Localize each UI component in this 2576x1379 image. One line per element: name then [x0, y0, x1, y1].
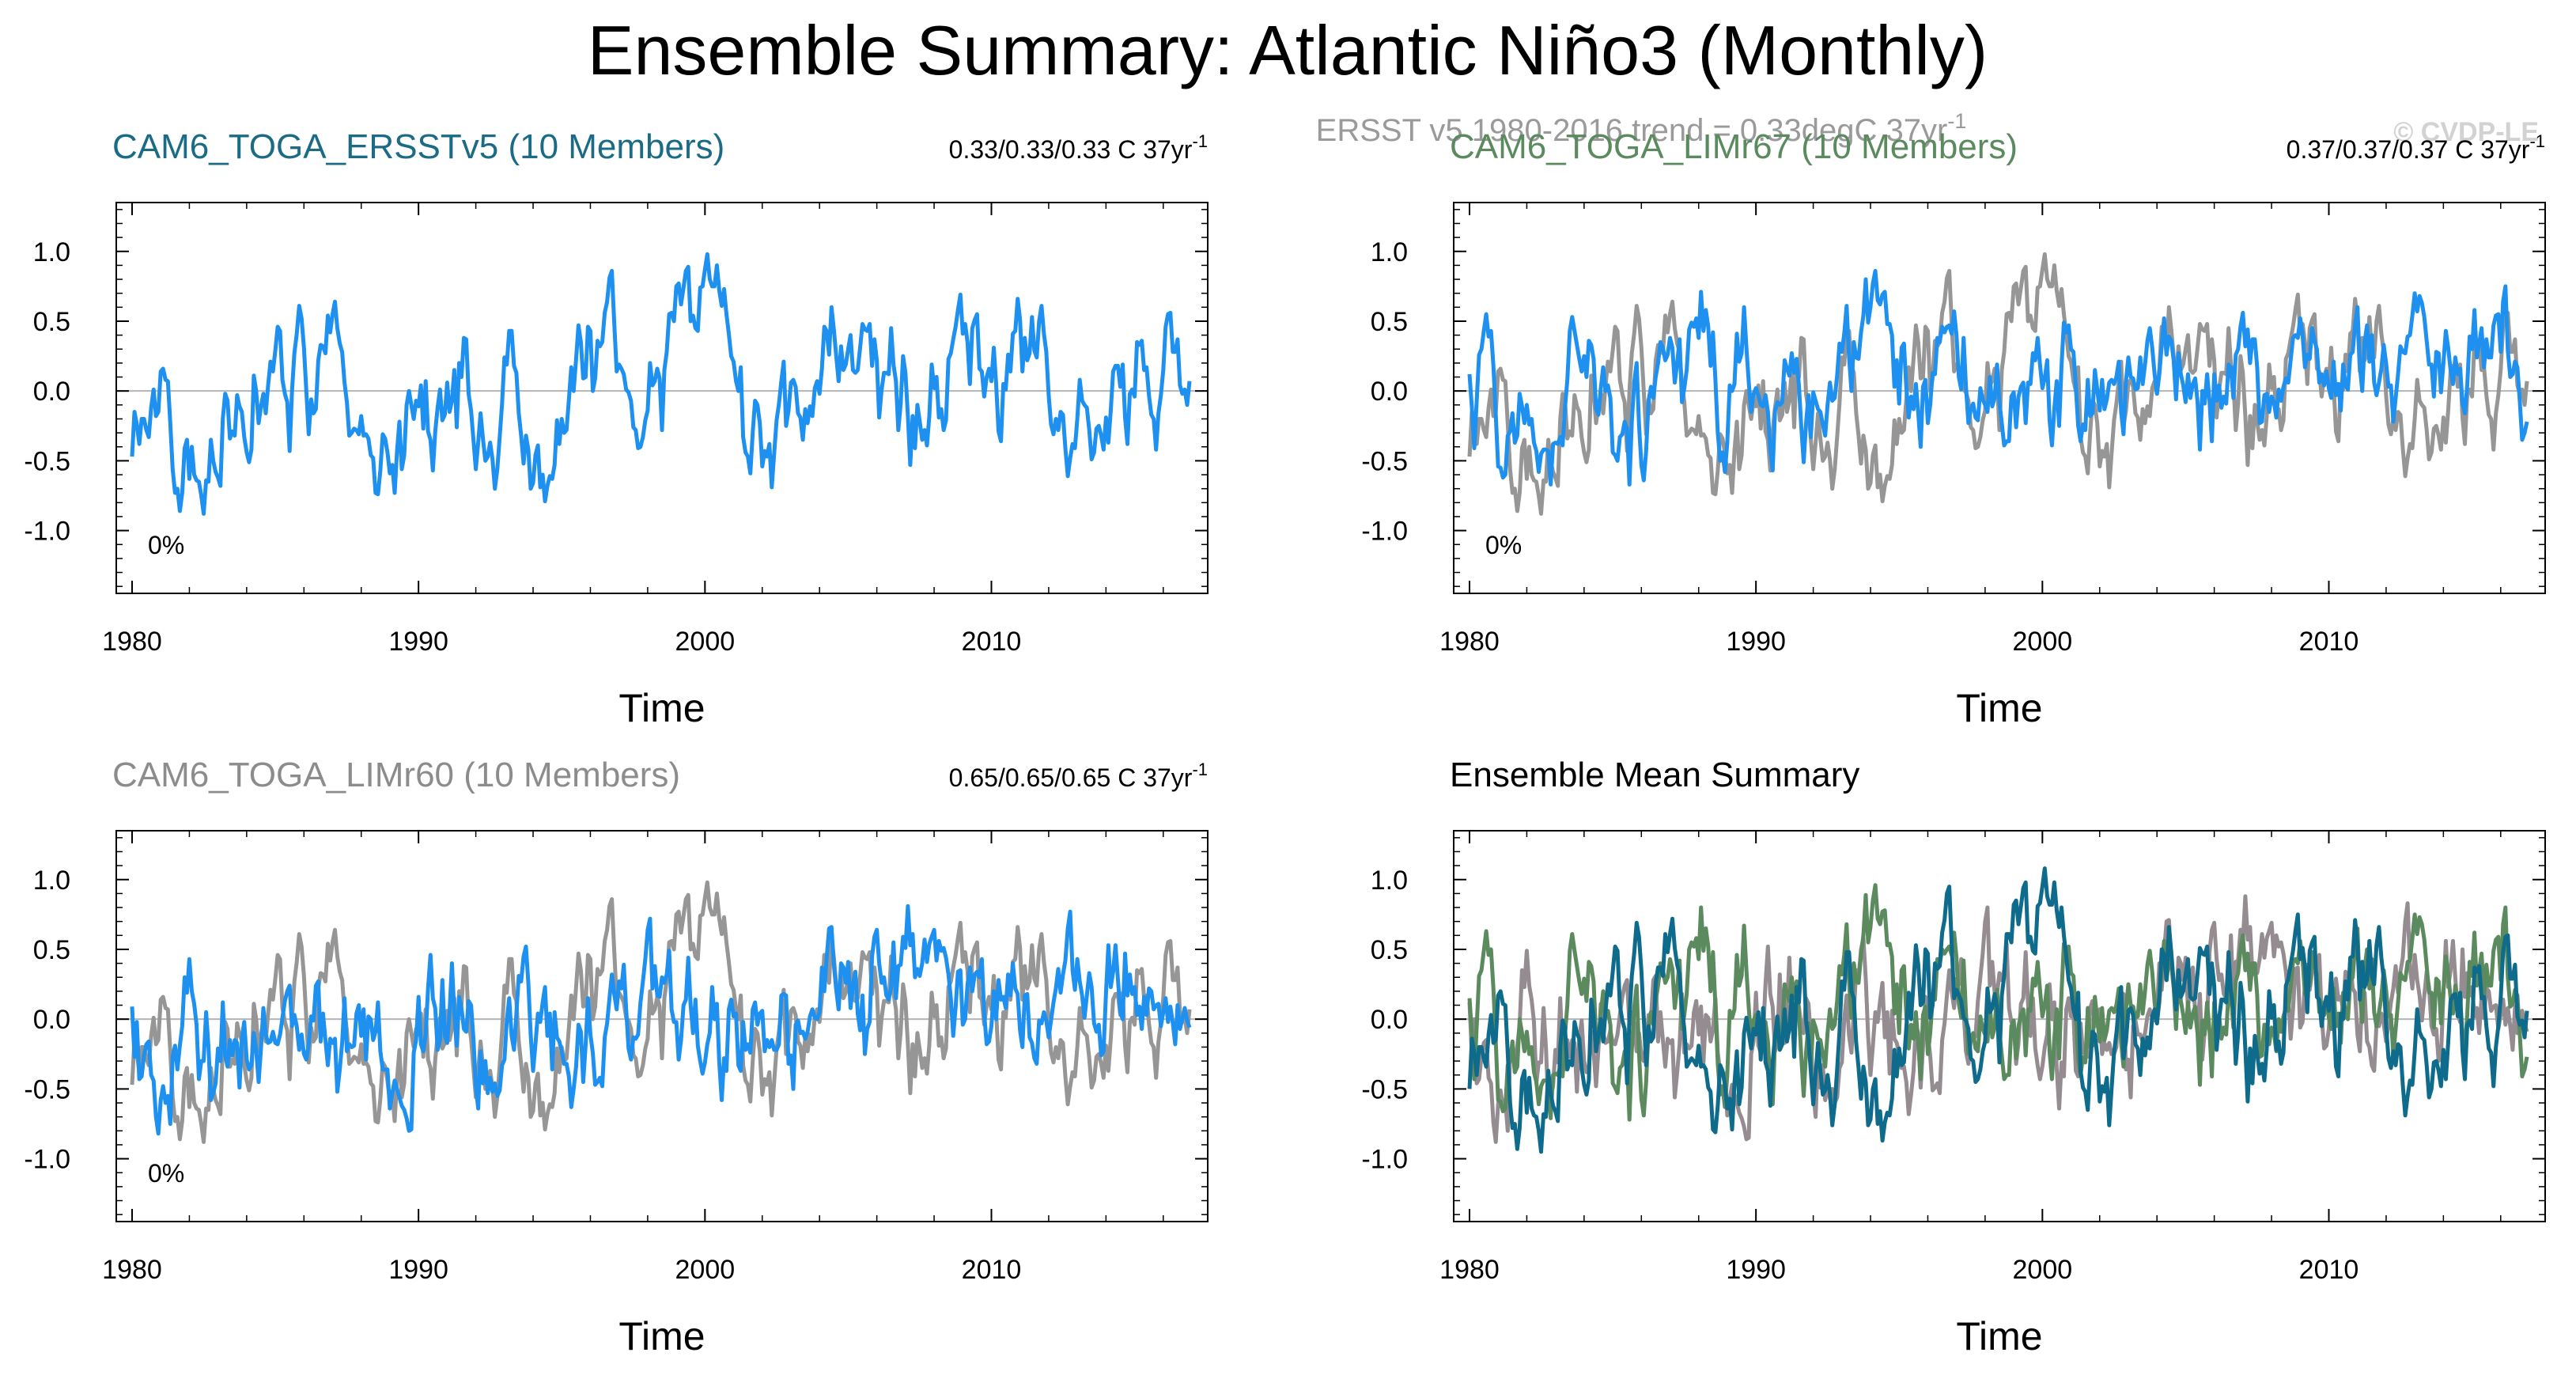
- x-tick-label: 1990: [1726, 627, 1786, 657]
- y-tick-label: 1.0: [33, 237, 70, 267]
- y-tick-label: 0.0: [33, 1005, 70, 1035]
- series-line-member: [130, 904, 1192, 1136]
- y-tick-label: 0.0: [1371, 1005, 1408, 1035]
- y-tick-label: -0.5: [24, 1074, 70, 1104]
- y-tick-label: 0.5: [33, 935, 70, 965]
- x-tick-label: 1980: [1439, 627, 1500, 657]
- x-tick-label: 1990: [388, 627, 448, 657]
- y-tick-label: -0.5: [24, 446, 70, 476]
- copyright-watermark: © CVDP-LE: [2393, 117, 2539, 147]
- percent-label: 0%: [148, 1159, 184, 1188]
- plot-frame: [115, 202, 1209, 594]
- y-tick-label: 1.0: [33, 866, 70, 896]
- chart-panel-ersstv5: CAM6_TOGA_ERSSTv5 (10 Members) 0.33/0.33/…: [24, 127, 1209, 730]
- panel-trend-text: 0.37/0.37/0.37 C 37yr-1: [2287, 131, 2545, 164]
- y-tick-label: 0.5: [1371, 935, 1408, 965]
- series-line-meanE: [1467, 866, 2529, 1154]
- obs-trend-note: ERSST v5 1980-2016 trend = 0.33degC 37yr…: [1316, 109, 1967, 148]
- panel-title: CAM6_TOGA_LIMr60 (10 Members): [112, 756, 680, 794]
- panel-trend-text: 0.65/0.65/0.65 C 37yr-1: [949, 760, 1208, 792]
- chart-panel-limr67: CAM6_TOGA_LIMr67 (10 Members) 0.37/0.37/0…: [1361, 127, 2546, 730]
- x-axis-label: Time: [1956, 686, 2042, 730]
- x-tick-label: 2010: [2299, 1255, 2359, 1285]
- panel-trend-text: 0.33/0.33/0.33 C 37yr-1: [949, 131, 1208, 164]
- x-tick-label: 1980: [1439, 1255, 1500, 1285]
- x-tick-label: 2000: [2013, 627, 2073, 657]
- x-axis-label: Time: [618, 686, 705, 730]
- y-tick-label: -1.0: [24, 1145, 70, 1175]
- series-line-member: [1467, 268, 2529, 487]
- chart-panel-limr60: CAM6_TOGA_LIMr60 (10 Members) 0.65/0.65/0…: [24, 756, 1209, 1358]
- y-tick-label: -0.5: [1361, 1074, 1408, 1104]
- x-tick-label: 2000: [675, 627, 736, 657]
- y-tick-label: -1.0: [24, 517, 70, 547]
- y-tick-label: 1.0: [1371, 866, 1408, 896]
- percent-label: 0%: [148, 531, 184, 559]
- plot-frame: [1453, 202, 2546, 594]
- x-tick-label: 2000: [2013, 1255, 2073, 1285]
- y-tick-label: 0.0: [1371, 377, 1408, 407]
- panel-title: CAM6_TOGA_LIMr67 (10 Members): [1450, 127, 2018, 166]
- x-axis-label: Time: [1956, 1314, 2042, 1358]
- x-tick-label: 1980: [102, 1255, 162, 1285]
- plot-frame: [1453, 830, 2546, 1222]
- plot-frame: [115, 830, 1209, 1222]
- chart-panel-ensmean: Ensemble Mean Summary 1.0 0.5 0.0 -0.5 -1.0 19…: [1361, 756, 2546, 1358]
- x-tick-label: 2010: [962, 1255, 1022, 1285]
- x-tick-label: 2010: [962, 627, 1022, 657]
- y-tick-label: 1.0: [1371, 237, 1408, 267]
- x-axis-label: Time: [618, 1314, 705, 1358]
- y-tick-label: -1.0: [1361, 517, 1408, 547]
- y-tick-label: -1.0: [1361, 1145, 1408, 1175]
- x-tick-label: 2010: [2299, 627, 2359, 657]
- y-tick-label: 0.5: [1371, 307, 1408, 337]
- y-tick-label: 0.5: [33, 307, 70, 337]
- y-tick-label: 0.0: [33, 377, 70, 407]
- x-tick-label: 1990: [388, 1255, 448, 1285]
- panel-title: Ensemble Mean Summary: [1450, 756, 1859, 794]
- series-line-member: [130, 252, 1192, 516]
- x-tick-label: 2000: [675, 1255, 736, 1285]
- figure-title: Ensemble Summary: Atlantic Niño3 (Monthl…: [588, 11, 1988, 89]
- x-tick-label: 1980: [102, 627, 162, 657]
- x-tick-label: 1990: [1726, 1255, 1786, 1285]
- panel-title: CAM6_TOGA_ERSSTv5 (10 Members): [112, 127, 724, 166]
- y-tick-label: -0.5: [1361, 446, 1408, 476]
- percent-label: 0%: [1485, 531, 1522, 559]
